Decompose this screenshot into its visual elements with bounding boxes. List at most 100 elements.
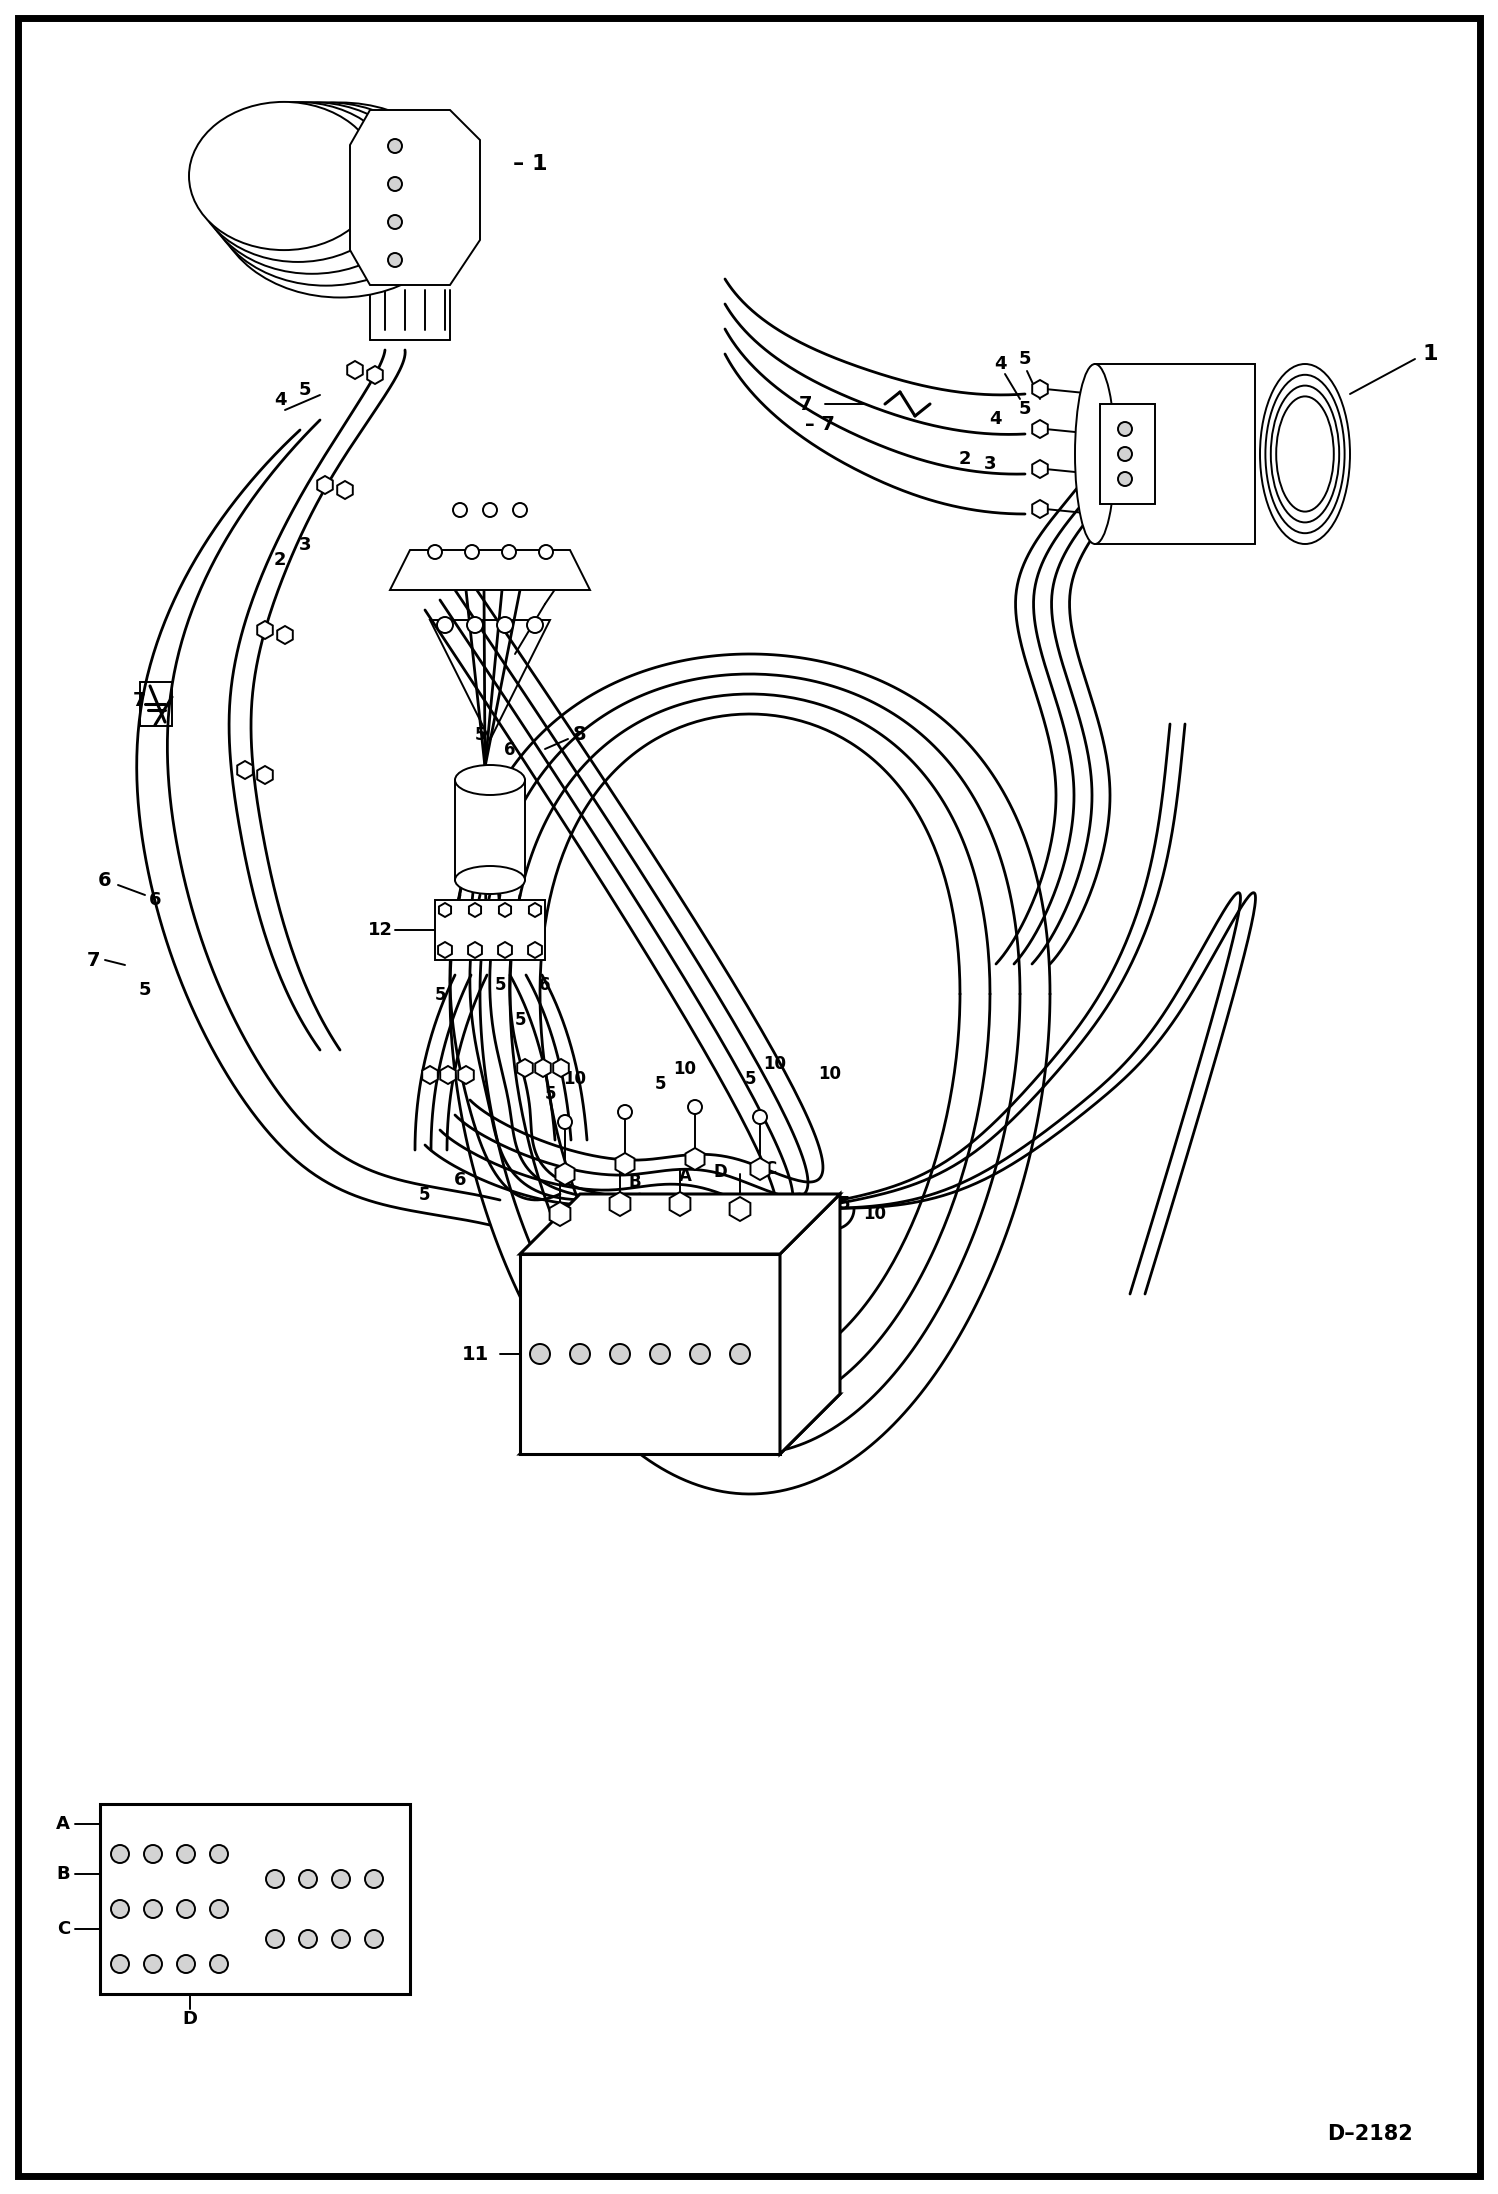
Ellipse shape	[189, 101, 379, 250]
Circle shape	[650, 1345, 670, 1365]
Text: 5: 5	[745, 1071, 756, 1088]
Text: 10: 10	[563, 1071, 587, 1088]
Text: 6: 6	[99, 871, 112, 889]
Ellipse shape	[455, 766, 524, 794]
Text: 6: 6	[505, 742, 515, 759]
Circle shape	[177, 1845, 195, 1863]
Polygon shape	[670, 1191, 691, 1215]
Circle shape	[464, 544, 479, 559]
Text: 5: 5	[139, 981, 151, 998]
Circle shape	[619, 1106, 632, 1119]
Polygon shape	[1032, 419, 1047, 439]
Text: 5: 5	[1019, 351, 1031, 369]
Ellipse shape	[196, 103, 400, 261]
Circle shape	[428, 544, 442, 559]
Polygon shape	[520, 1255, 780, 1455]
Text: C: C	[759, 1231, 771, 1248]
Polygon shape	[497, 941, 512, 959]
Circle shape	[730, 1345, 750, 1365]
Text: 10: 10	[764, 1055, 786, 1073]
Polygon shape	[529, 904, 541, 917]
Circle shape	[1118, 448, 1132, 461]
Text: – 7: – 7	[804, 415, 834, 434]
Text: 7: 7	[798, 395, 812, 412]
Circle shape	[610, 1345, 631, 1365]
Text: B: B	[629, 1174, 641, 1191]
Text: 3: 3	[298, 535, 312, 555]
Polygon shape	[499, 904, 511, 917]
Circle shape	[111, 1845, 129, 1863]
Polygon shape	[1032, 461, 1047, 478]
Text: 11: 11	[461, 1345, 488, 1362]
Bar	[434, 900, 545, 961]
Circle shape	[210, 1955, 228, 1972]
Circle shape	[691, 1345, 710, 1365]
Circle shape	[539, 544, 553, 559]
Circle shape	[111, 1955, 129, 1972]
Circle shape	[512, 502, 527, 518]
Text: 5: 5	[514, 1011, 526, 1029]
Polygon shape	[389, 551, 590, 590]
Polygon shape	[556, 1163, 575, 1185]
Circle shape	[1118, 472, 1132, 487]
Text: B: B	[682, 1244, 694, 1262]
Text: 3: 3	[984, 454, 996, 474]
Polygon shape	[517, 1060, 533, 1077]
Text: 9: 9	[568, 564, 581, 584]
Polygon shape	[367, 366, 383, 384]
Text: A: A	[679, 1167, 692, 1185]
Ellipse shape	[208, 103, 443, 285]
Polygon shape	[422, 1066, 437, 1084]
Text: C: C	[764, 1161, 776, 1178]
Polygon shape	[780, 1194, 840, 1455]
Text: 7: 7	[133, 691, 147, 709]
Circle shape	[571, 1345, 590, 1365]
Polygon shape	[351, 110, 479, 285]
Polygon shape	[237, 761, 253, 779]
Circle shape	[497, 617, 512, 634]
Text: 5: 5	[475, 726, 485, 744]
Polygon shape	[318, 476, 333, 494]
Circle shape	[388, 252, 401, 268]
Ellipse shape	[1276, 397, 1333, 511]
Polygon shape	[348, 362, 363, 380]
Polygon shape	[467, 941, 482, 959]
Circle shape	[557, 1115, 572, 1130]
Text: – 1: – 1	[512, 154, 547, 173]
Polygon shape	[610, 1191, 631, 1215]
Text: B: B	[57, 1865, 70, 1882]
Bar	[139, 682, 172, 726]
Ellipse shape	[1260, 364, 1350, 544]
Polygon shape	[520, 1194, 840, 1255]
Polygon shape	[616, 1154, 635, 1176]
Text: 4: 4	[989, 410, 1001, 428]
Bar	[1100, 404, 1155, 505]
Text: 6: 6	[539, 976, 551, 994]
Circle shape	[144, 1900, 162, 1918]
Circle shape	[177, 1900, 195, 1918]
Circle shape	[388, 215, 401, 228]
Text: 6: 6	[148, 891, 162, 908]
Polygon shape	[553, 1060, 569, 1077]
Text: 6: 6	[454, 1172, 466, 1189]
Text: D: D	[731, 1235, 745, 1253]
Circle shape	[366, 1869, 383, 1889]
Polygon shape	[469, 904, 481, 917]
Ellipse shape	[455, 867, 524, 893]
Bar	[455, 781, 524, 880]
Polygon shape	[535, 1060, 551, 1077]
Circle shape	[437, 617, 452, 634]
Ellipse shape	[202, 103, 422, 274]
Text: D: D	[183, 2010, 198, 2027]
Circle shape	[527, 617, 542, 634]
Polygon shape	[750, 1158, 770, 1180]
Text: 5: 5	[434, 985, 446, 1005]
Circle shape	[144, 1845, 162, 1863]
Ellipse shape	[1076, 364, 1115, 544]
Text: 7: 7	[87, 950, 100, 970]
Circle shape	[333, 1931, 351, 1948]
Polygon shape	[258, 621, 273, 638]
Text: 5: 5	[655, 1075, 665, 1093]
Text: 4: 4	[274, 391, 286, 408]
Polygon shape	[529, 941, 542, 959]
